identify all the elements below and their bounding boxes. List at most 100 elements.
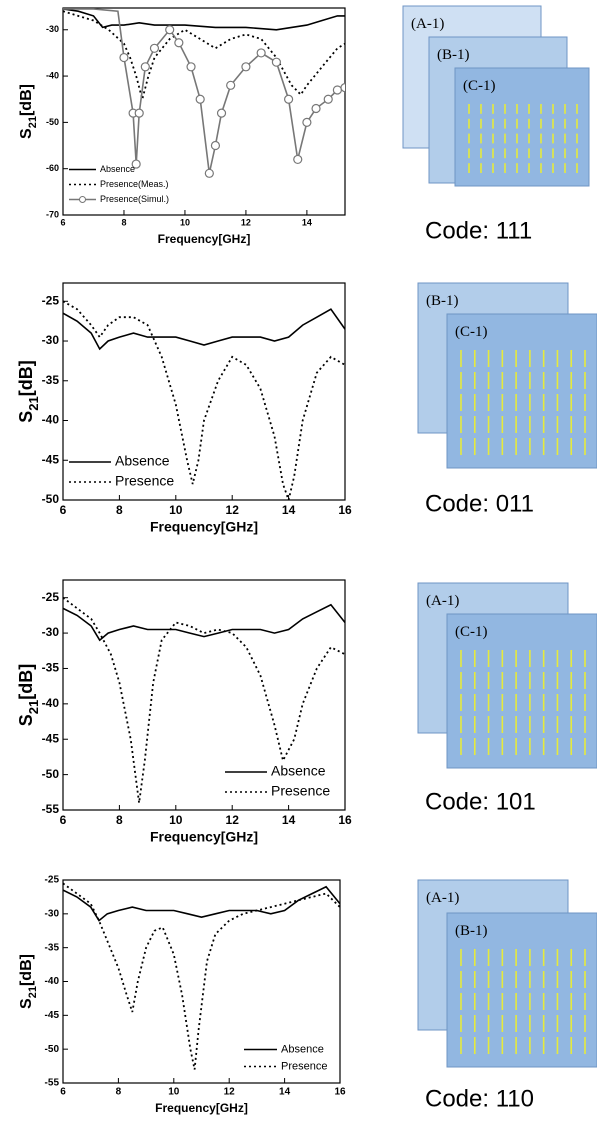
y-label-main: S <box>16 714 36 726</box>
y-tick-label: -45 <box>42 452 60 466</box>
legend-label: Absence <box>271 763 326 779</box>
y-tick-label: -25 <box>42 293 60 307</box>
chart: -25 -30 -35 -40 -45 -506 8 10 12 14 16 Frequency[GH… <box>16 282 352 535</box>
diagram: (A-1) (B-1) (C-1) Code: 111 <box>402 5 590 244</box>
x-tick-label: 16 <box>338 503 352 517</box>
x-tick-label: 12 <box>224 1087 236 1098</box>
chart: -25 -30 -35 -40 -45 -50 -556 8 10 12 14 16 Frequency… <box>16 579 352 845</box>
layer-label: (C-1) <box>455 324 488 340</box>
y-tick-label: -40 <box>46 70 59 80</box>
x-tick-label: 10 <box>169 503 183 517</box>
series-marker <box>332 85 342 95</box>
series-marker <box>241 62 251 72</box>
y-tick-label: -55 <box>45 1078 60 1089</box>
series-marker <box>311 103 321 114</box>
plot-frame <box>62 7 346 216</box>
series-marker <box>216 108 227 118</box>
series-marker <box>302 117 312 127</box>
x-axis-label: Frequency[GHz] <box>158 232 251 246</box>
y-tick-label: -35 <box>42 661 60 675</box>
series-marker <box>340 83 345 93</box>
chart: -25 -30 -35 -40 -45 -50 -556 8 10 12 14 16 Frequency… <box>18 875 346 1116</box>
x-tick-label: 14 <box>302 217 312 227</box>
x-tick-label: 12 <box>241 217 251 227</box>
series-line <box>63 10 345 103</box>
y-tick-label: -40 <box>42 696 60 710</box>
y-axis-label: S21[dB] <box>18 84 39 139</box>
y-label-main: S <box>18 128 35 139</box>
x-tick-label: 8 <box>121 217 126 227</box>
series-line <box>63 8 345 174</box>
plot-area <box>63 596 345 804</box>
series-marker <box>131 159 141 169</box>
legend-label: Presence(Simul.) <box>100 194 169 204</box>
y-tick-label: -50 <box>42 767 60 781</box>
chart: -30 -40 -50 -60 -706 8 10 12 14 Frequency[GHz] S21… <box>18 7 346 246</box>
diagram: (A-1) (B-1) Code: 110 <box>417 879 597 1112</box>
series-line <box>63 8 345 31</box>
plot-area <box>63 8 345 178</box>
y-tick-label: -45 <box>45 1010 60 1021</box>
layer-label: (C-1) <box>455 624 488 640</box>
legend-label: Presence <box>281 1060 327 1072</box>
y-tick-label: -35 <box>45 942 60 953</box>
y-tick-label: -50 <box>46 117 59 127</box>
y-label-unit: [dB] <box>18 84 35 116</box>
layer-label: (B-1) <box>426 293 459 309</box>
x-tick-label: 6 <box>60 217 65 227</box>
y-tick-label: -30 <box>45 908 60 919</box>
series-line <box>63 596 345 804</box>
y-tick-label: -30 <box>46 24 59 34</box>
x-axis-label: Frequency[GHz] <box>150 829 258 845</box>
plot-frame <box>62 282 346 501</box>
y-label-unit: [dB] <box>18 954 35 986</box>
y-tick-label: -40 <box>42 413 60 427</box>
y-label-unit: [dB] <box>16 360 36 396</box>
y-axis-label: S21[dB] <box>16 664 41 726</box>
x-tick-label: 6 <box>60 813 67 827</box>
x-tick-label: 10 <box>168 1087 180 1098</box>
x-tick-label: 10 <box>180 217 190 227</box>
x-axis-label: Frequency[GHz] <box>155 1101 248 1115</box>
y-tick-label: -55 <box>42 802 60 816</box>
legend-label: Presence(Meas.) <box>100 179 169 189</box>
layer-label: (C-1) <box>463 78 496 94</box>
y-tick-label: -25 <box>45 875 60 886</box>
legend-label: Absence <box>100 164 135 174</box>
diagram: (A-1) (C-1) Code: 101 <box>417 582 597 815</box>
x-tick-label: 12 <box>226 813 240 827</box>
series-marker <box>119 52 129 63</box>
code-label: Code: 011 <box>425 490 534 517</box>
layer-label: (B-1) <box>437 47 470 63</box>
series-marker <box>140 62 150 72</box>
y-label-sub: 21 <box>27 986 39 998</box>
series-line <box>63 603 345 642</box>
y-label-unit: [dB] <box>16 664 36 700</box>
x-tick-label: 16 <box>334 1087 346 1098</box>
layer-label: (A-1) <box>411 16 444 32</box>
layer-sheet <box>454 67 590 187</box>
y-tick-label: -60 <box>46 163 59 173</box>
layer-label: (B-1) <box>455 923 488 939</box>
y-tick-label: -40 <box>45 976 60 987</box>
series-marker <box>293 154 303 165</box>
y-tick-label: -30 <box>42 625 60 639</box>
series-marker <box>210 140 221 151</box>
legend-label: Presence <box>271 783 330 799</box>
y-tick-label: -45 <box>42 731 60 745</box>
series-line <box>63 308 345 351</box>
y-axis-label: S21[dB] <box>16 360 41 422</box>
x-tick-label: 10 <box>169 813 183 827</box>
series-marker <box>195 94 205 104</box>
y-label-sub: 21 <box>27 116 39 128</box>
series-marker <box>174 38 184 48</box>
x-tick-label: 14 <box>282 503 296 517</box>
legend-label: Absence <box>281 1043 324 1055</box>
y-tick-label: -25 <box>42 590 60 604</box>
layer-label: (A-1) <box>426 890 459 906</box>
x-tick-label: 14 <box>279 1087 291 1098</box>
legend-label: Presence <box>115 473 174 489</box>
plot-frame <box>62 579 346 811</box>
x-tick-label: 6 <box>60 503 67 517</box>
